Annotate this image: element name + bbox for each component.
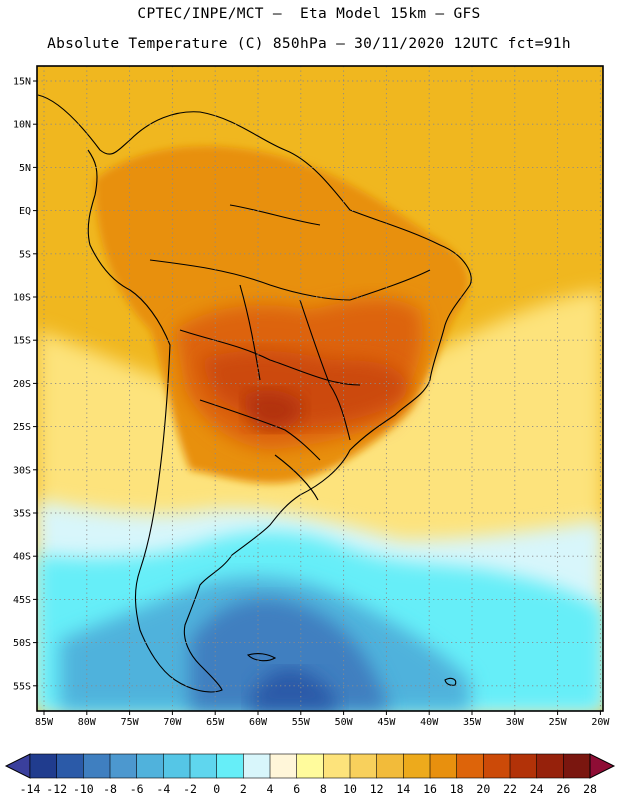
lon-tick-label: 30W xyxy=(506,717,525,728)
colorbar-tick-label: -10 xyxy=(73,782,94,796)
lon-tick-label: 65W xyxy=(206,717,225,728)
lon-tick-label: 20W xyxy=(591,717,610,728)
colorbar-tick-label: 10 xyxy=(343,782,357,796)
map-title: CPTEC/INPE/MCT – Eta Model 15km – GFS xyxy=(137,6,481,22)
lon-tick-label: 75W xyxy=(121,717,140,728)
colorbar-swatch xyxy=(403,753,431,779)
lat-tick-label: 30S xyxy=(13,465,31,476)
lon-tick-label: 35W xyxy=(463,717,482,728)
lon-tick-label: 60W xyxy=(249,717,268,728)
colorbar-swatch xyxy=(56,753,85,779)
lon-tick-label: 45W xyxy=(377,717,396,728)
lat-tick-label: 45S xyxy=(13,595,31,606)
latitude-axis: 15N 10N 5N EQ 5S 10S 15S 20S 25S 30S 35S 40S 45S 50S 5… xyxy=(13,77,37,692)
lat-tick-label: 50S xyxy=(13,638,31,649)
colorbar-swatch xyxy=(216,753,245,779)
map-subtitle: Absolute Temperature (C) 850hPa – 30/11/… xyxy=(47,36,571,52)
colorbar-high-arrow xyxy=(589,753,616,779)
colorbar-swatch xyxy=(323,753,351,779)
colorbar-tick-label: 6 xyxy=(293,782,300,796)
lat-tick-label: 20S xyxy=(13,379,31,390)
lat-tick-label: 25S xyxy=(13,422,31,433)
colorbar-tick-label: 18 xyxy=(450,782,464,796)
colorbar-swatch xyxy=(136,753,165,779)
plot-frame xyxy=(36,65,604,712)
lat-tick-label: 35S xyxy=(13,509,31,520)
lat-tick-label: 55S xyxy=(13,681,31,692)
colorbar-swatch xyxy=(429,753,458,779)
colorbar-swatch xyxy=(163,753,191,779)
colorbar-tick-label: 8 xyxy=(320,782,327,796)
colorbar-swatch xyxy=(269,753,298,779)
lat-tick-label: 10N xyxy=(13,120,31,131)
colorbar-swatch xyxy=(189,753,218,779)
cold-band-4 xyxy=(190,598,390,711)
longitude-axis: 85W 80W 75W 70W 65W 60W 55W 50W 45W 40W 35W 30W 25W 2… xyxy=(35,711,610,728)
colorbar-tick-label: 22 xyxy=(503,782,517,796)
colorbar-swatch xyxy=(483,753,511,779)
colorbar-swatch xyxy=(349,753,378,779)
lat-tick-label: 15N xyxy=(13,77,31,88)
colorbar-swatch xyxy=(296,753,325,779)
colorbar-swatch xyxy=(109,753,138,779)
colorbar-swatch xyxy=(376,753,405,779)
colorbar-swatch xyxy=(29,753,58,779)
colorbar-tick-label: -6 xyxy=(130,782,144,796)
lon-tick-label: 80W xyxy=(78,717,97,728)
lat-tick-label: 5S xyxy=(19,249,31,260)
colorbar-swatch xyxy=(536,753,565,779)
lon-tick-label: 50W xyxy=(335,717,354,728)
colorbar-low-arrow xyxy=(4,753,31,779)
lon-tick-label: 85W xyxy=(35,717,54,728)
colorbar-tick-label: 0 xyxy=(213,782,220,796)
colorbar-tick-label: 26 xyxy=(556,782,570,796)
colorbar-tick-label: -14 xyxy=(20,782,41,796)
colorbar-swatch xyxy=(456,753,485,779)
colorbar-tick-label: 24 xyxy=(530,782,544,796)
colorbar-swatch xyxy=(243,753,271,779)
colorbar: -14 -12 -10 -8 -6 -4 -2 0 2 4 6 8 10 12 14 16 18 20 22 24 26… xyxy=(4,753,616,796)
lat-tick-label: 40S xyxy=(13,552,31,563)
colorbar-tick-label: -4 xyxy=(156,782,170,796)
coastline xyxy=(37,94,472,693)
cold-band-5 xyxy=(250,668,340,711)
colorbar-swatch xyxy=(563,753,591,779)
colorbar-tick-label: -8 xyxy=(103,782,117,796)
colorbar-tick-label: -2 xyxy=(183,782,197,796)
colorbar-tick-label: 2 xyxy=(240,782,247,796)
colorbar-tick-label: 4 xyxy=(267,782,274,796)
lat-tick-label: EQ xyxy=(19,206,31,217)
lat-tick-label: 15S xyxy=(13,336,31,347)
lon-tick-label: 25W xyxy=(549,717,568,728)
colorbar-tick-label: 12 xyxy=(370,782,384,796)
colorbar-tick-label: -12 xyxy=(46,782,67,796)
lat-tick-label: 5N xyxy=(19,163,31,174)
colorbar-tick-label: 28 xyxy=(583,782,597,796)
colorbar-tick-label: 14 xyxy=(396,782,410,796)
colorbar-tick-label: 16 xyxy=(423,782,437,796)
lat-tick-label: 10S xyxy=(13,293,31,304)
map-plot-area xyxy=(37,66,603,711)
lon-tick-label: 70W xyxy=(163,717,182,728)
colorbar-swatch xyxy=(83,753,111,779)
lon-tick-label: 55W xyxy=(292,717,311,728)
colorbar-swatch xyxy=(509,753,538,779)
colorbar-tick-label: 20 xyxy=(476,782,490,796)
lon-tick-label: 40W xyxy=(420,717,439,728)
